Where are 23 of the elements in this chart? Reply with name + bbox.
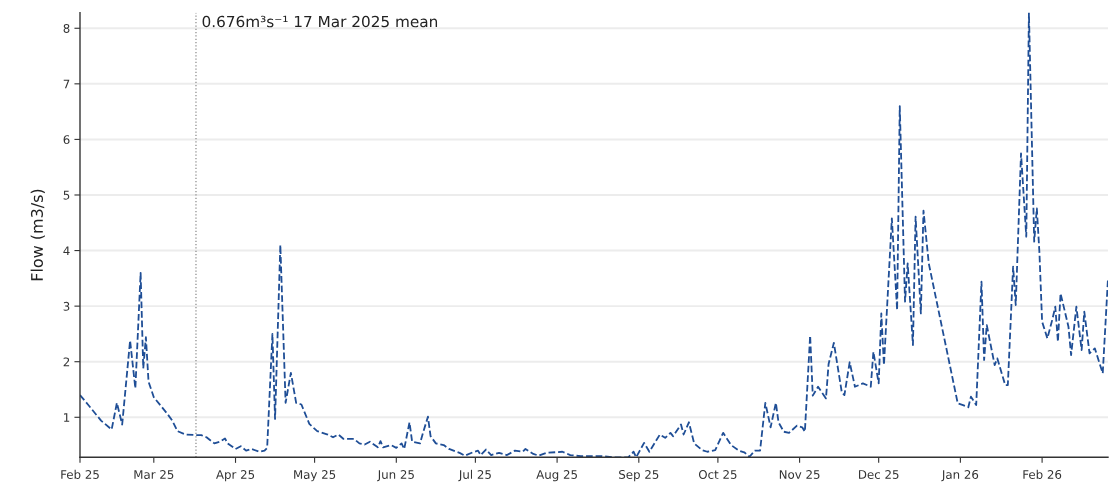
x-tick-label: Feb 26 (1023, 469, 1062, 479)
x-tick-label: Apr 25 (216, 470, 255, 482)
y-tick-label: 8 (63, 23, 70, 33)
x-tick-label: Oct 25 (698, 470, 737, 479)
y-tick-label: 5 (63, 190, 70, 200)
x-tick-label: Jul 25 (458, 469, 491, 482)
y-tick-label: 2 (63, 357, 70, 367)
x-tick-label: Feb 25 (61, 469, 99, 479)
x-tick-label: Jan 26 (941, 470, 979, 482)
x-tick-label: Nov 25 (779, 470, 820, 479)
y-axis-title: Flow (m3/s) (30, 189, 45, 281)
y-tick-label: 1 (64, 413, 70, 422)
x-tick-label: Aug 25 (536, 470, 577, 482)
x-tick-label: May 25 (294, 470, 336, 482)
x-tick-label: Mar 25 (134, 470, 174, 479)
ref-line-label: 0.676m³s⁻¹ 17 Mar 2025 mean (202, 15, 438, 28)
x-tick-label: Sep 25 (619, 470, 659, 482)
y-tick-label: 3 (63, 301, 70, 311)
y-tick-label: 6 (63, 135, 70, 145)
y-tick-label: 4 (63, 246, 70, 256)
y-tick-label: 7 (63, 79, 70, 89)
x-tick-label: Jun 25 (377, 470, 414, 482)
x-tick-label: Dec 25 (859, 470, 899, 479)
